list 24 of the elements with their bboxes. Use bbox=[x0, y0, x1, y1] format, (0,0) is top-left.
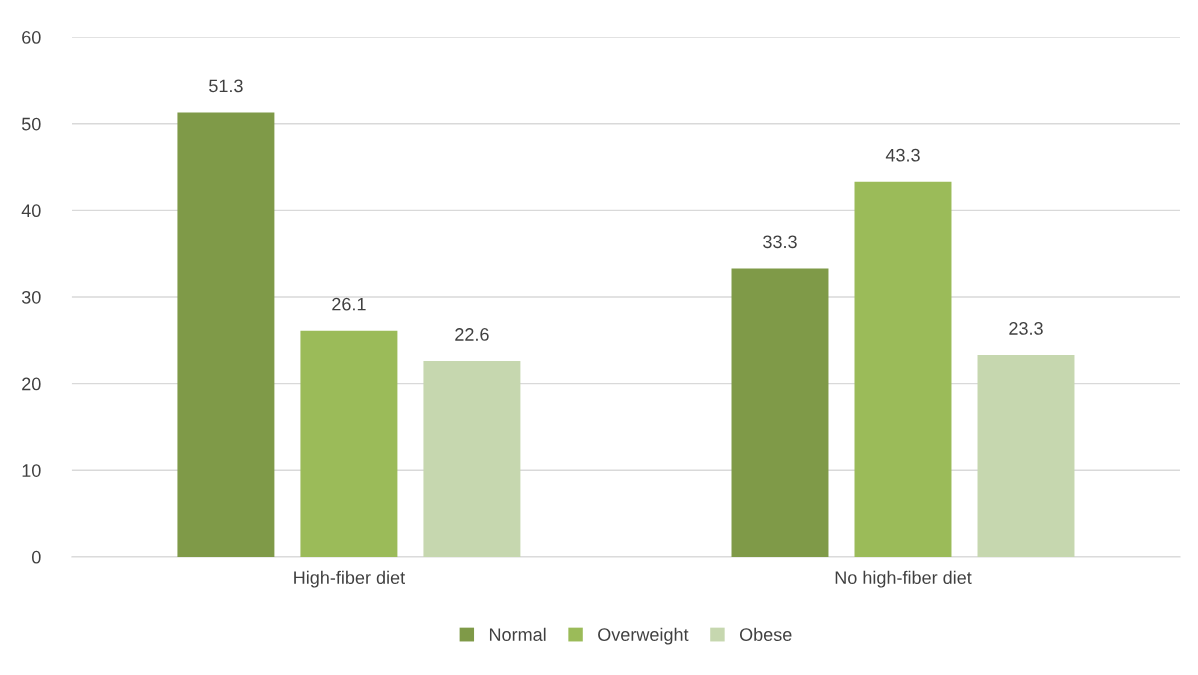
bar bbox=[977, 355, 1075, 557]
bar bbox=[423, 361, 521, 557]
y-tick-label: 20 bbox=[22, 377, 41, 391]
data-label: 43.3 bbox=[885, 148, 920, 162]
legend-label: Overweight bbox=[598, 627, 689, 645]
data-label: 51.3 bbox=[209, 79, 243, 93]
y-tick-label: 50 bbox=[21, 117, 41, 131]
x-tick-label: No high-fiber diet bbox=[835, 570, 972, 588]
x-tick-label: High-fiber diet bbox=[294, 570, 405, 588]
data-label: 22.6 bbox=[455, 328, 489, 341]
bar bbox=[177, 112, 275, 557]
data-label: 23.3 bbox=[1009, 322, 1043, 335]
bar bbox=[731, 268, 829, 557]
y-tick-label: 10 bbox=[22, 464, 41, 477]
bar bbox=[300, 330, 398, 557]
data-label: 33.3 bbox=[763, 235, 797, 249]
legend-label: Normal bbox=[489, 627, 546, 642]
y-tick-label: 30 bbox=[21, 290, 41, 304]
legend-label: Obese bbox=[739, 627, 792, 642]
bar bbox=[854, 181, 952, 557]
y-tick-label: 40 bbox=[21, 204, 41, 218]
data-label: 26.1 bbox=[332, 297, 366, 311]
y-tick-label: 0 bbox=[31, 550, 41, 564]
y-tick-label: 60 bbox=[22, 31, 41, 44]
